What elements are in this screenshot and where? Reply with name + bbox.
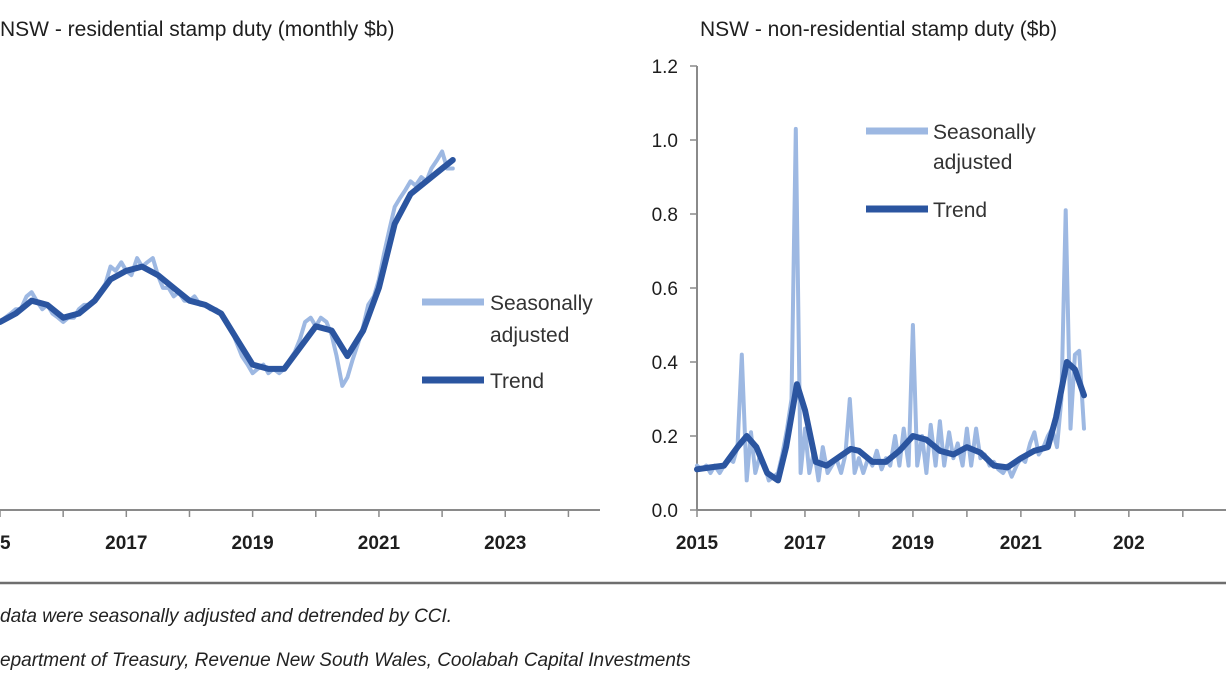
residential-chart: NSW - residential stamp duty (monthly $b… — [0, 18, 600, 554]
legend-trend-label: Trend — [933, 199, 987, 222]
legend-seasonally-adjusted-line1: Seasonally — [933, 121, 1036, 144]
source-line: epartment of Treasury, Revenue New South… — [0, 650, 691, 671]
non-residential-chart-title: NSW - non-residential stamp duty ($b) — [700, 18, 1057, 41]
x-tick-label: 2017 — [784, 533, 826, 554]
y-tick-label: 0.8 — [652, 205, 678, 226]
series-seasonally-adjusted-line — [695, 126, 1086, 483]
residential-legend: Seasonally adjusted Trend — [422, 292, 593, 393]
non-residential-chart: NSW - non-residential stamp duty ($b) 0.… — [652, 18, 1226, 554]
legend-seasonally-adjusted-line2: adjusted — [933, 151, 1012, 174]
x-tick-label: 2015 — [676, 533, 719, 554]
legend-trend-label: Trend — [490, 370, 544, 393]
x-tick-label: 2021 — [358, 533, 401, 554]
legend-seasonally-adjusted-line1: Seasonally — [490, 292, 593, 315]
x-tick-label: 2017 — [105, 533, 147, 554]
x-tick-label: 15 — [0, 533, 11, 554]
non-residential-legend: Seasonally adjusted Trend — [866, 121, 1036, 222]
series-trend-line — [0, 157, 456, 372]
y-tick-label: 0.2 — [652, 427, 678, 448]
legend-seasonally-adjusted-line2: adjusted — [490, 324, 569, 347]
y-tick-label: 0.6 — [652, 279, 678, 300]
y-tick-label: 0.4 — [652, 353, 679, 374]
x-tick-label: 2021 — [1000, 533, 1043, 554]
x-tick-label: 2019 — [892, 533, 934, 554]
x-tick-label: 2023 — [484, 533, 526, 554]
y-tick-label: 1.0 — [652, 131, 678, 152]
y-tick-label: 0.0 — [652, 501, 678, 522]
x-tick-label: 2019 — [231, 533, 273, 554]
series-trend-line — [694, 359, 1087, 484]
residential-chart-title: NSW - residential stamp duty (monthly $b… — [0, 18, 394, 41]
note-line: data were seasonally adjusted and detren… — [0, 606, 453, 627]
y-tick-label: 1.2 — [652, 57, 678, 78]
x-tick-label: 202 — [1113, 533, 1145, 554]
